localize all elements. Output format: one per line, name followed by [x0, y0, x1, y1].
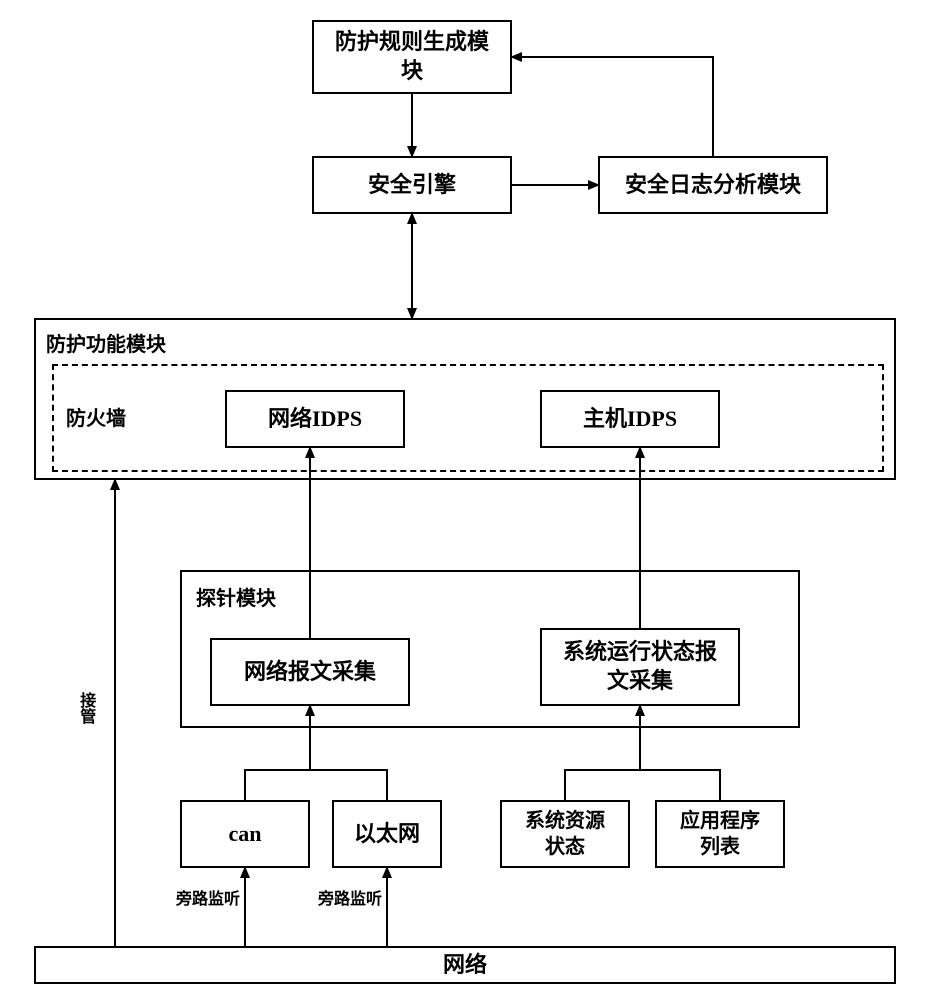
container-protect-module: 防护功能模块 防火墙	[34, 318, 896, 480]
node-label: 应用程序列表	[680, 808, 760, 860]
node-ethernet: 以太网	[332, 800, 442, 868]
node-sys-packet: 系统运行状态报文采集	[540, 628, 740, 706]
node-log-analysis: 安全日志分析模块	[598, 156, 828, 214]
diagram-canvas: 防护规则生成模块 安全引擎 安全日志分析模块 防护功能模块 防火墙 网络IDPS…	[0, 0, 931, 1000]
node-engine: 安全引擎	[312, 156, 512, 214]
node-label: 网络报文采集	[244, 658, 376, 687]
container-label: 探针模块	[196, 582, 276, 611]
node-label: 网络IDPS	[268, 405, 362, 434]
node-net-idps: 网络IDPS	[225, 390, 405, 448]
node-host-idps: 主机IDPS	[540, 390, 720, 448]
node-net-packet: 网络报文采集	[210, 638, 410, 706]
node-label: 主机IDPS	[583, 405, 677, 434]
container-firewall: 防火墙	[52, 364, 884, 472]
node-label: 安全日志分析模块	[625, 171, 801, 200]
node-label: 系统运行状态报文采集	[563, 638, 717, 695]
node-label: 安全引擎	[368, 171, 456, 200]
node-app-list: 应用程序列表	[655, 800, 785, 868]
node-can: can	[180, 800, 310, 868]
node-label: 系统资源状态	[525, 808, 605, 860]
node-sys-resource: 系统资源状态	[500, 800, 630, 868]
container-label: 防护功能模块	[46, 328, 166, 357]
edge-label-bypass2: 旁路监听	[318, 890, 382, 909]
node-label: can	[229, 820, 262, 849]
node-network: 网络	[34, 946, 896, 984]
firewall-label: 防火墙	[66, 402, 126, 431]
node-label: 防护规则生成模块	[335, 28, 489, 85]
arrow-layer	[0, 0, 931, 1000]
edge-label-takeover: 接管	[76, 692, 95, 724]
node-label: 以太网	[354, 820, 420, 849]
node-rule-gen: 防护规则生成模块	[312, 20, 512, 94]
node-label: 网络	[443, 951, 487, 980]
edge-label-bypass1: 旁路监听	[176, 890, 240, 909]
